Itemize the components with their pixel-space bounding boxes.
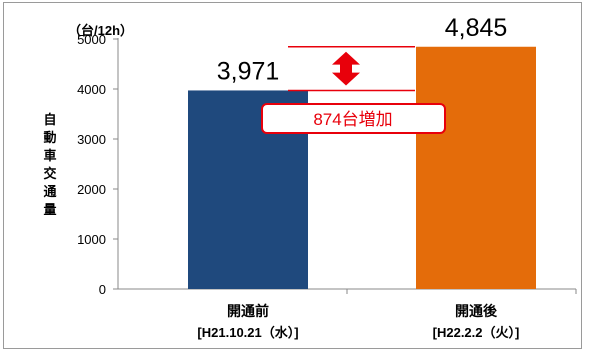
y-tick-label: 0 <box>99 282 106 297</box>
bar <box>416 47 536 289</box>
x-category-label: 開通後 <box>455 303 498 319</box>
y-axis-title-char: 量 <box>43 202 56 217</box>
y-tick-label: 2000 <box>77 182 106 197</box>
x-category-label: 開通前 <box>227 303 269 319</box>
y-tick-label: 3000 <box>77 132 106 147</box>
x-category-date: [H21.10.21（水）] <box>197 325 298 340</box>
y-tick-label: 1000 <box>77 232 106 247</box>
y-axis-title-char: 交 <box>43 166 56 181</box>
y-axis-title-char: 自 <box>43 112 56 127</box>
x-category-date: [H22.2.2（火）] <box>433 325 520 340</box>
y-axis-title-char: 通 <box>43 184 56 199</box>
y-axis-title-char: 動 <box>43 130 56 145</box>
y-tick-label: 4000 <box>77 82 106 97</box>
y-tick-label: 5000 <box>77 32 106 47</box>
double-arrow-icon <box>332 52 360 86</box>
bar-value-label: 4,845 <box>445 14 508 42</box>
difference-callout-text: 874台増加 <box>313 110 392 129</box>
y-axis-title-char: 車 <box>43 148 56 163</box>
bar-value-label: 3,971 <box>217 57 280 85</box>
